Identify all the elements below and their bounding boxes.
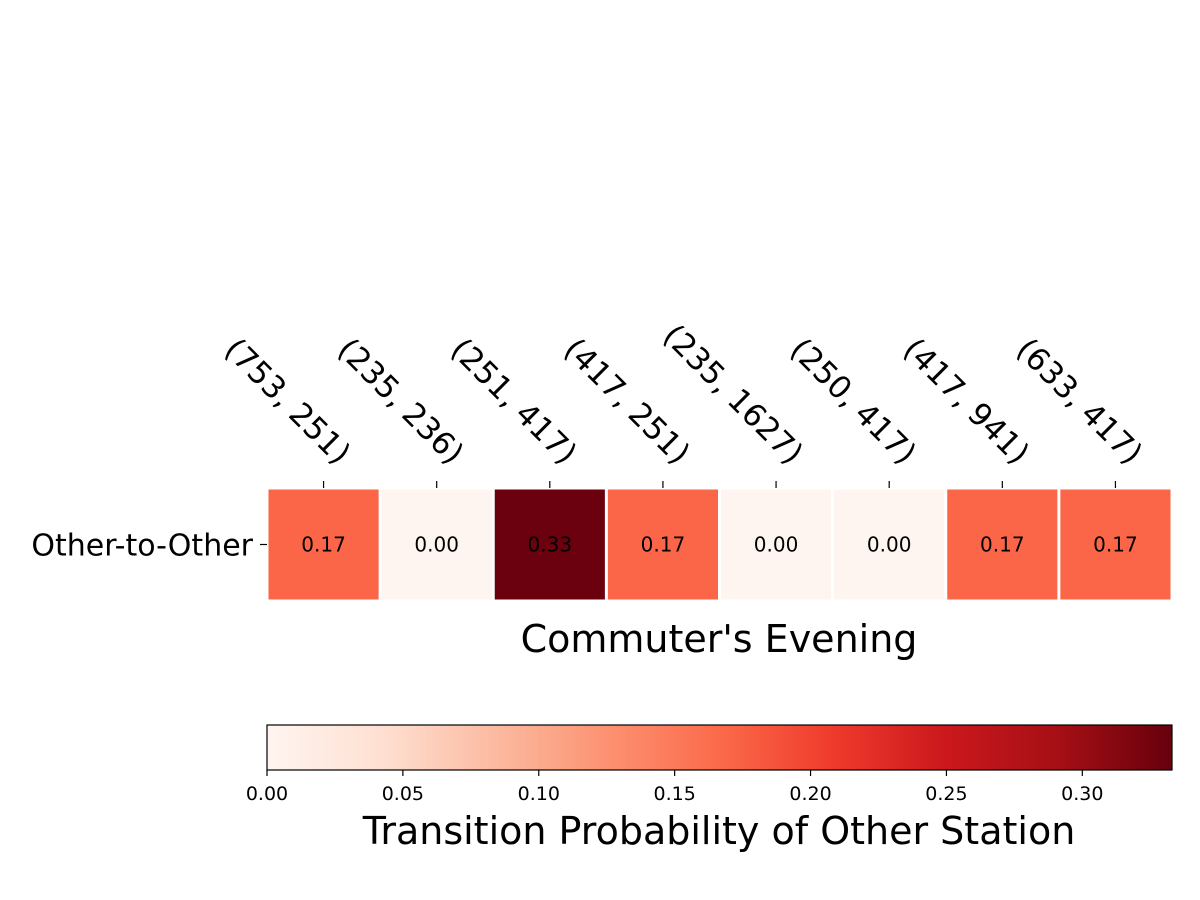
colorbar-tick-label: 0.05 [382,783,424,805]
cell-value-label: 0.33 [528,533,573,557]
colorbar: 0.00 0.05 0.10 0.15 0.20 0.25 0.30 [246,724,1173,805]
heatmap-cell [381,489,492,600]
colorbar-tick-label: 0.10 [518,783,560,805]
heatmap-cell [721,489,832,600]
chart-title: Commuter's Evening [521,617,918,661]
cell-value-label: 0.17 [980,533,1025,557]
colorbar-tick-label: 0.25 [925,783,967,805]
colorbar-label: Transition Probability of Other Station [362,809,1076,853]
heatmap-cell [494,489,605,600]
colorbar-tick-label: 0.20 [789,783,831,805]
heatmap-cell [268,489,379,600]
colorbar-gradient [266,724,1173,771]
row-labels: Other-to-Other [31,529,267,564]
cell-value-label: 0.00 [867,533,912,557]
cell-value-label: 0.17 [1093,533,1138,557]
column-labels: (753, 251)(235, 236)(251, 417)(417, 251)… [217,318,1149,472]
colorbar-tick-label: 0.00 [246,783,288,805]
cell-value-label: 0.17 [641,533,686,557]
cell-value-label: 0.00 [414,533,459,557]
cell-value-label: 0.00 [754,533,799,557]
cell-value-label: 0.17 [301,533,346,557]
heatmap-cells: 0.17 0.00 0.33 0.17 0.00 0.00 0.17 0.17 [268,489,1171,600]
heatmap-cell [607,489,718,600]
heatmap-cell [834,489,945,600]
row-label: Other-to-Other [31,529,253,564]
colorbar-tick-label: 0.15 [654,783,696,805]
column-tick-marks [322,481,1117,488]
heatmap-cell [1060,489,1171,600]
colorbar-tick-label: 0.30 [1061,783,1103,805]
heatmap-cell [947,489,1058,600]
